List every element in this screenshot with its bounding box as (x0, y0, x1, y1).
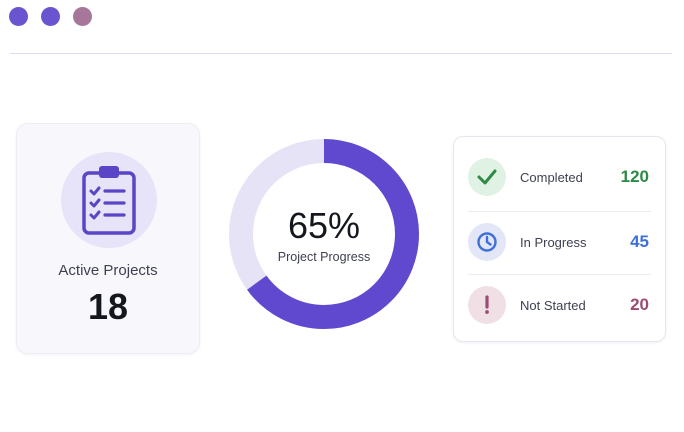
progress-ring (229, 139, 419, 329)
row-divider (468, 274, 651, 275)
progress-percent: 65% (287, 205, 361, 246)
clipboard-checklist-icon (82, 166, 136, 235)
status-row-not-started: Not Started 20 (454, 275, 665, 337)
status-row-in-progress: In Progress 45 (454, 212, 665, 274)
active-projects-label: Active Projects (58, 262, 158, 279)
window-dot-2 (41, 7, 60, 26)
active-projects-card: Active Projects 18 (16, 123, 200, 354)
status-row-completed: Completed 120 (454, 147, 665, 209)
status-label: Completed (520, 170, 583, 185)
progress-label: Project Progress (277, 250, 371, 264)
clock-icon (477, 232, 497, 252)
status-count: 45 (630, 232, 649, 251)
active-projects-count: 18 (87, 286, 129, 327)
row-divider (468, 211, 651, 212)
clipboard-icon-badge (61, 152, 157, 248)
header-divider (10, 53, 672, 54)
exclamation-icon (485, 295, 489, 314)
status-count: 20 (630, 295, 649, 314)
check-icon (477, 169, 497, 185)
not-started-icon-badge (468, 286, 506, 324)
in-progress-icon-badge (468, 223, 506, 261)
project-progress-donut: 65% Project Progress (227, 137, 421, 331)
window-dot-3 (73, 7, 92, 26)
completed-icon-badge (468, 158, 506, 196)
status-label: In Progress (520, 235, 587, 250)
status-summary-card: Completed 120 In Progress 45 Not Sta (453, 136, 666, 342)
status-label: Not Started (520, 298, 586, 313)
progress-fill (229, 139, 419, 329)
status-count: 120 (620, 167, 649, 186)
window-dot-1 (9, 7, 28, 26)
